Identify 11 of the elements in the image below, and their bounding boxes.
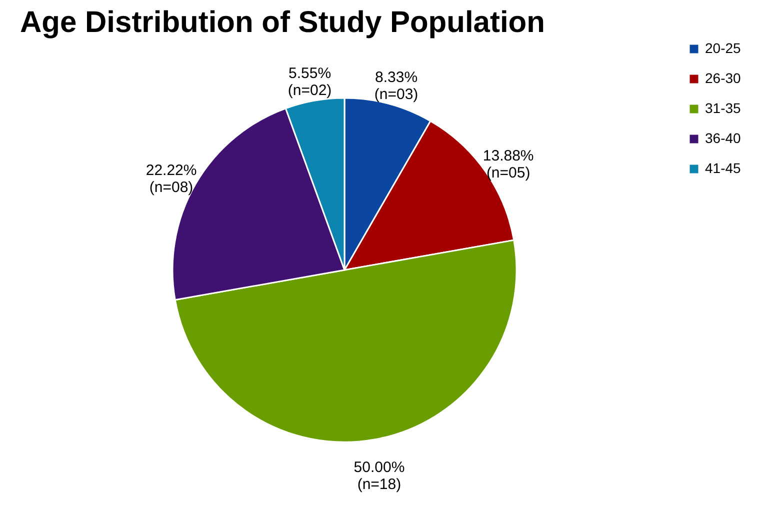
legend-label: 26-30 — [705, 70, 742, 86]
legend-label: 36-40 — [705, 130, 742, 146]
legend-label: 31-35 — [705, 100, 742, 116]
data-label: 50.00% (n=18) — [354, 458, 405, 493]
data-label: 13.88% (n=05) — [482, 147, 534, 182]
chart-title: Age Distribution of Study Population — [20, 6, 545, 39]
data-label: 22.22% (n=08) — [146, 162, 197, 196]
data-label: 8.33% (n=03) — [374, 68, 418, 103]
legend-label: 20-25 — [705, 40, 742, 56]
legend-label: 41-45 — [705, 160, 742, 176]
data-label: 5.55% (n=02) — [288, 65, 332, 100]
